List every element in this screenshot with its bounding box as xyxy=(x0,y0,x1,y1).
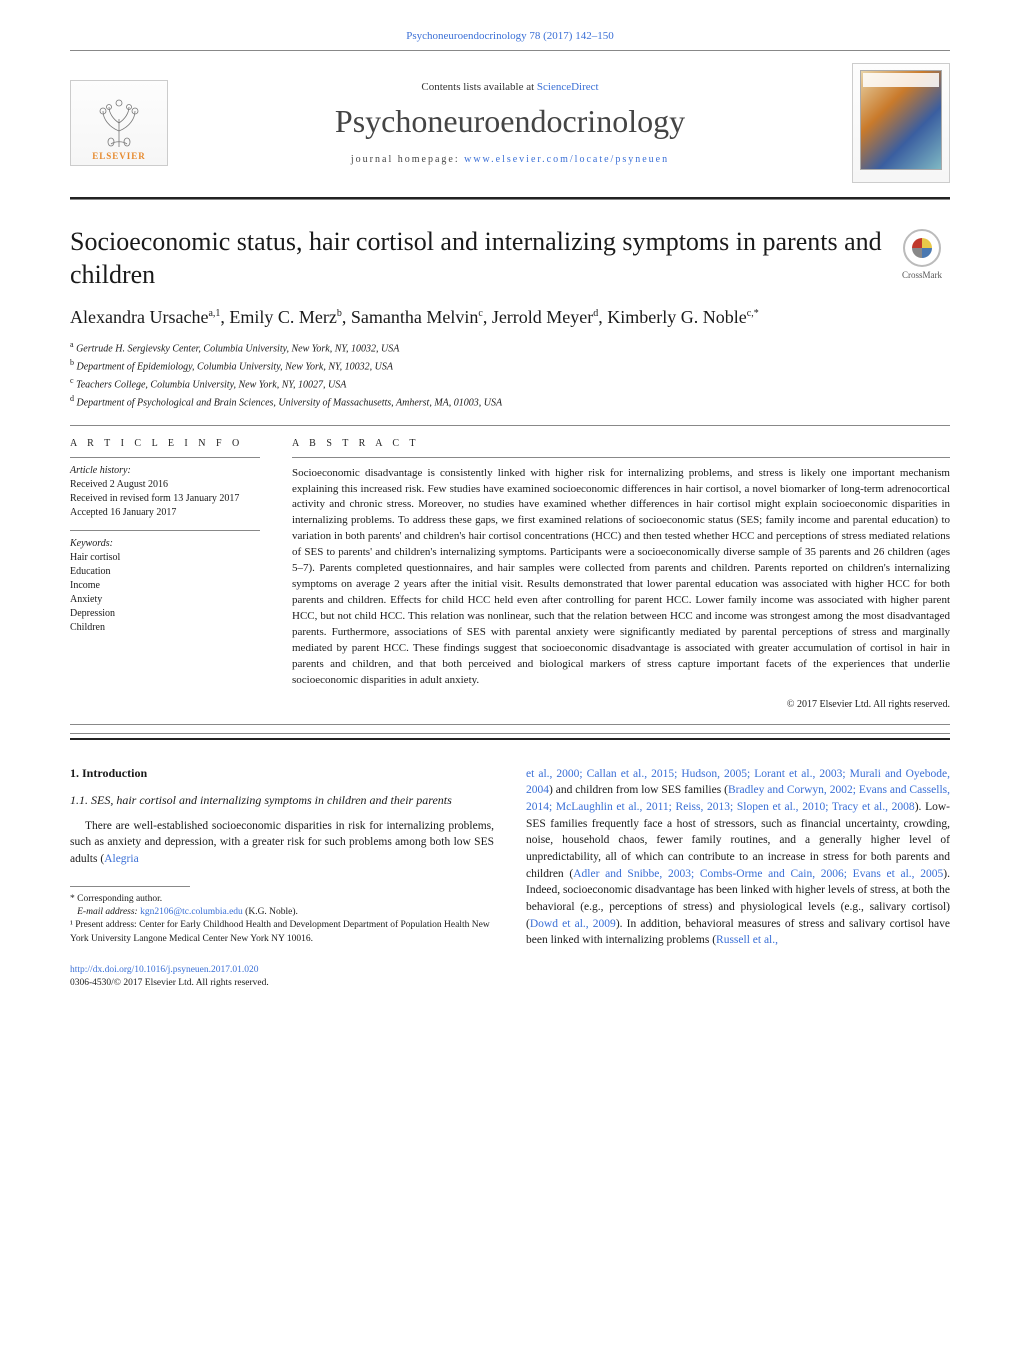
accepted-date: Accepted 16 January 2017 xyxy=(70,506,260,520)
journal-name: Psychoneuroendocrinology xyxy=(188,103,832,140)
keyword: Anxiety xyxy=(70,593,260,607)
rule xyxy=(70,457,260,458)
affiliation-b: Department of Epidemiology, Columbia Uni… xyxy=(77,361,393,372)
keywords-label: Keywords: xyxy=(70,537,260,551)
contents-line: Contents lists available at ScienceDirec… xyxy=(188,81,832,93)
issn-copyright: 0306-4530/© 2017 Elsevier Ltd. All right… xyxy=(70,977,494,990)
abstract-text: Socioeconomic disadvantage is consistent… xyxy=(292,466,950,689)
elsevier-tree-icon xyxy=(89,89,149,149)
crossmark-label: CrossMark xyxy=(902,270,942,280)
body-para-right: et al., 2000; Callan et al., 2015; Hudso… xyxy=(526,766,950,949)
publisher-logo-box: ELSEVIER xyxy=(70,80,168,166)
abstract-heading: A B S T R A C T xyxy=(292,438,950,449)
email-label: E-mail address: xyxy=(77,907,140,917)
keyword: Depression xyxy=(70,607,260,621)
contents-prefix: Contents lists available at xyxy=(421,81,536,93)
article-info-column: A R T I C L E I N F O Article history: R… xyxy=(70,438,260,710)
publisher-label: ELSEVIER xyxy=(92,151,146,161)
article-info-heading: A R T I C L E I N F O xyxy=(70,438,260,449)
rule-heavy xyxy=(70,197,950,200)
author-2-sup: b xyxy=(337,308,342,319)
masthead-center: Contents lists available at ScienceDirec… xyxy=(188,81,832,165)
received-date: Received 2 August 2016 xyxy=(70,478,260,492)
body-para-left: There are well-established socioeconomic… xyxy=(70,818,494,868)
homepage-link[interactable]: www.elsevier.com/locate/psyneuen xyxy=(464,154,669,165)
right-column: et al., 2000; Callan et al., 2015; Hudso… xyxy=(526,766,950,991)
running-header: Psychoneuroendocrinology 78 (2017) 142–1… xyxy=(70,30,950,42)
authors: Alexandra Ursachea,1, Emily C. Merzb, Sa… xyxy=(70,305,950,329)
rule-heavy xyxy=(70,733,950,740)
homepage-line: journal homepage: www.elsevier.com/locat… xyxy=(188,154,832,165)
author-3: Samantha Melvin xyxy=(351,307,478,327)
crossmark-icon xyxy=(902,228,942,268)
affiliation-d: Department of Psychological and Brain Sc… xyxy=(77,397,503,408)
abstract-copyright: © 2017 Elsevier Ltd. All rights reserved… xyxy=(292,699,950,710)
keyword: Hair cortisol xyxy=(70,551,260,565)
author-3-sup: c xyxy=(478,308,482,319)
author-2: Emily C. Merz xyxy=(229,307,336,327)
affiliation-c: Teachers College, Columbia University, N… xyxy=(76,379,346,390)
affiliations: a Gertrude H. Sergievsky Center, Columbi… xyxy=(70,339,950,410)
citation-link[interactable]: Adler and Snibbe, 2003; Combs-Orme and C… xyxy=(573,868,943,880)
keyword: Education xyxy=(70,565,260,579)
history-label: Article history: xyxy=(70,464,260,478)
doi-link[interactable]: http://dx.doi.org/10.1016/j.psyneuen.201… xyxy=(70,965,259,975)
cover-thumbnail-box xyxy=(852,63,950,183)
author-4-sup: d xyxy=(593,308,598,319)
masthead: ELSEVIER Contents lists available at Sci… xyxy=(70,63,950,183)
crossmark-badge[interactable]: CrossMark xyxy=(894,228,950,280)
section-1-1-heading: 1.1. SES, hair cortisol and internalizin… xyxy=(70,793,494,808)
keyword: Income xyxy=(70,579,260,593)
rule xyxy=(70,50,950,51)
sciencedirect-link[interactable]: ScienceDirect xyxy=(537,81,599,93)
article-title: Socioeconomic status, hair cortisol and … xyxy=(70,226,882,291)
revised-date: Received in revised form 13 January 2017 xyxy=(70,492,260,506)
citation-link[interactable]: Dowd et al., 2009 xyxy=(530,918,616,930)
citation-link[interactable]: Alegria xyxy=(104,853,138,865)
author-1: Alexandra Ursache xyxy=(70,307,208,327)
section-1-heading: 1. Introduction xyxy=(70,766,494,781)
keywords-list: Hair cortisol Education Income Anxiety D… xyxy=(70,551,260,635)
present-address-note: ¹ Present address: Center for Early Chil… xyxy=(70,919,494,946)
author-5: Kimberly G. Noble xyxy=(607,307,746,327)
corresponding-author-note: * Corresponding author. xyxy=(70,893,494,906)
author-5-sup: c,* xyxy=(747,308,759,319)
rule xyxy=(70,530,260,531)
email-link[interactable]: kgn2106@tc.columbia.edu xyxy=(140,907,243,917)
footnote-rule xyxy=(70,886,190,887)
body-columns: 1. Introduction 1.1. SES, hair cortisol … xyxy=(70,766,950,991)
rule xyxy=(70,724,950,725)
abstract-column: A B S T R A C T Socioeconomic disadvanta… xyxy=(292,438,950,710)
cover-thumbnail xyxy=(860,70,942,170)
homepage-prefix: journal homepage: xyxy=(351,154,464,165)
affiliation-a: Gertrude H. Sergievsky Center, Columbia … xyxy=(76,344,399,355)
footnotes: * Corresponding author. E-mail address: … xyxy=(70,893,494,946)
author-4: Jerrold Meyer xyxy=(492,307,593,327)
left-column: 1. Introduction 1.1. SES, hair cortisol … xyxy=(70,766,494,991)
body-text-span: ) and children from low SES families ( xyxy=(549,784,728,796)
keyword: Children xyxy=(70,621,260,635)
author-1-sup: a,1 xyxy=(208,308,220,319)
citation-link[interactable]: Russell et al., xyxy=(716,934,778,946)
rule xyxy=(292,457,950,458)
doi-block: http://dx.doi.org/10.1016/j.psyneuen.201… xyxy=(70,964,494,991)
email-who: (K.G. Noble). xyxy=(243,907,298,917)
rule xyxy=(70,425,950,426)
